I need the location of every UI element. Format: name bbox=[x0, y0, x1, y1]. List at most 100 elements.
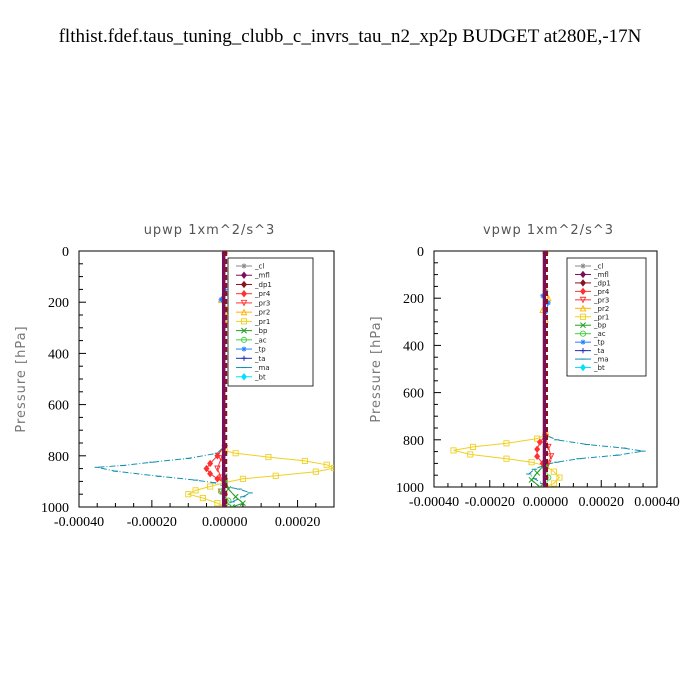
legend-label-ac: _ac bbox=[593, 330, 606, 338]
vpwp-panel: vpwp 1xm^2/s^3 Pressure [hPa] 0 200 400 600 80… bbox=[369, 223, 680, 510]
y-tick-label: 400 bbox=[48, 347, 69, 362]
marker-bp bbox=[232, 493, 239, 500]
panel-title: upwp 1xm^2/s^3 bbox=[144, 223, 276, 238]
marker-pr4 bbox=[203, 464, 210, 473]
marker-pr1 bbox=[265, 454, 272, 461]
marker-pr1 bbox=[239, 475, 246, 482]
legend-label-ta: _ta bbox=[593, 347, 605, 355]
y-tick-label: 200 bbox=[48, 296, 69, 311]
marker-pr1 bbox=[467, 451, 474, 458]
x-tick-label: 0.00040 bbox=[634, 495, 680, 510]
marker-pr1 bbox=[550, 468, 557, 475]
figure-title: flthist.fdef.taus_tuning_clubb_c_invrs_t… bbox=[59, 26, 642, 47]
legend-label-pr3: _pr3 bbox=[254, 299, 270, 307]
legend-label-bt: _bt bbox=[593, 364, 605, 372]
series-line-pr1 bbox=[453, 251, 561, 487]
x-tick-label: 0.00000 bbox=[202, 515, 248, 530]
legend-marker-pr2 bbox=[240, 308, 248, 316]
legend-label-pr2: _pr2 bbox=[593, 305, 609, 313]
marker-bp bbox=[536, 484, 543, 487]
marker-tp bbox=[540, 293, 546, 299]
legend-marker-tp bbox=[241, 346, 247, 352]
legend-label-dp1: _dp1 bbox=[593, 279, 611, 287]
legend-marker-cl bbox=[580, 263, 586, 269]
marker-pr1 bbox=[185, 491, 192, 498]
upwp-panel: upwp 1xm^2/s^3 Pressure [hPa] 0 200 400 600 80… bbox=[14, 223, 335, 530]
marker-bp bbox=[229, 504, 235, 507]
y-tick-label: 200 bbox=[403, 292, 424, 307]
marker-pr4 bbox=[214, 452, 221, 460]
marker-pr1 bbox=[550, 480, 557, 487]
legend-marker-dp1 bbox=[241, 280, 247, 289]
marker-pr1 bbox=[469, 443, 477, 450]
legend-label-bp: _bp bbox=[593, 322, 607, 330]
legend-label-cl: _cl bbox=[593, 263, 603, 271]
legend-label-dp1: _dp1 bbox=[254, 281, 272, 289]
legend-marker-ac bbox=[240, 336, 248, 343]
marker-pr4 bbox=[207, 459, 214, 468]
x-tick-label: -0.00040 bbox=[54, 515, 104, 530]
legend-box bbox=[227, 257, 314, 387]
legend-marker-cl bbox=[241, 263, 247, 269]
marker-pr1 bbox=[503, 455, 510, 462]
marker-tp bbox=[218, 297, 224, 303]
y-tick-label: 400 bbox=[403, 339, 424, 354]
legend-label-pr3: _pr3 bbox=[593, 296, 609, 304]
legend-marker-tp bbox=[580, 339, 586, 345]
legend-label-ma: _ma bbox=[593, 356, 609, 364]
marker-pr4 bbox=[536, 438, 543, 446]
marker-pr4 bbox=[207, 470, 214, 478]
marker-pr1 bbox=[214, 500, 221, 507]
marker-pr1 bbox=[272, 472, 279, 479]
legend-marker-ta bbox=[241, 355, 247, 361]
marker-bp bbox=[534, 469, 541, 476]
marker-pr3 bbox=[547, 453, 555, 460]
legend-label-cl: _cl bbox=[254, 263, 264, 271]
series-line-bp bbox=[530, 463, 546, 487]
legend-label-ma: _ma bbox=[254, 364, 270, 372]
legend-marker-dp1 bbox=[580, 279, 586, 287]
marker-pr1 bbox=[192, 487, 199, 494]
y-axis-label: Pressure [hPa] bbox=[369, 315, 384, 422]
legend: _cl_mfl_dp1_pr4_pr3_pr2_pr1_bp_ac_tp_ta_… bbox=[566, 257, 647, 377]
marker-pr1 bbox=[503, 440, 510, 447]
legend-marker-pr1 bbox=[579, 313, 587, 320]
marker-pr1 bbox=[534, 435, 541, 442]
data-layer bbox=[94, 251, 334, 507]
legend-marker-pr4 bbox=[241, 290, 247, 298]
marker-pr1 bbox=[330, 465, 334, 472]
legend-marker-pr3 bbox=[240, 299, 248, 307]
marker-pr4 bbox=[534, 445, 541, 453]
legend-label-pr1: _pr1 bbox=[254, 318, 270, 326]
legend-marker-bt bbox=[580, 363, 586, 372]
legend-label-mfl: _mfl bbox=[254, 272, 270, 280]
y-tick-label: 1000 bbox=[396, 481, 424, 496]
legend-marker-ta bbox=[580, 348, 586, 354]
legend-marker-mfl bbox=[241, 271, 247, 279]
legend-marker-pr4 bbox=[580, 287, 586, 296]
marker-pr1 bbox=[323, 461, 330, 468]
y-tick-label: 0 bbox=[62, 245, 69, 260]
x-tick-label: -0.00020 bbox=[465, 495, 515, 510]
marker-pr1 bbox=[301, 457, 308, 464]
legend: _cl_mfl_dp1_pr4_pr3_pr2_pr1_bp_ac_tp_ta_… bbox=[227, 257, 314, 387]
legend-label-pr2: _pr2 bbox=[254, 309, 270, 317]
marker-pr4 bbox=[214, 475, 221, 483]
legend-label-tp: _tp bbox=[593, 339, 605, 347]
legend-marker-mfl bbox=[580, 270, 586, 279]
legend-marker-pr1 bbox=[240, 318, 248, 325]
series-line-pr1 bbox=[186, 251, 334, 507]
legend-marker-bp bbox=[241, 327, 247, 334]
y-tick-label: 800 bbox=[48, 450, 69, 465]
marker-pr1 bbox=[232, 450, 239, 457]
marker-pr1 bbox=[207, 483, 214, 490]
legend-marker-bt bbox=[241, 373, 247, 381]
panel-title: vpwp 1xm^2/s^3 bbox=[483, 223, 614, 238]
legend-label-tp: _tp bbox=[254, 346, 266, 354]
legend-label-pr4: _pr4 bbox=[593, 288, 610, 296]
marker-pr1 bbox=[312, 468, 319, 475]
y-tick-label: 800 bbox=[403, 434, 424, 449]
marker-bp bbox=[528, 476, 535, 483]
y-tick-label: 600 bbox=[48, 399, 69, 414]
legend-label-bt: _bt bbox=[254, 373, 266, 381]
